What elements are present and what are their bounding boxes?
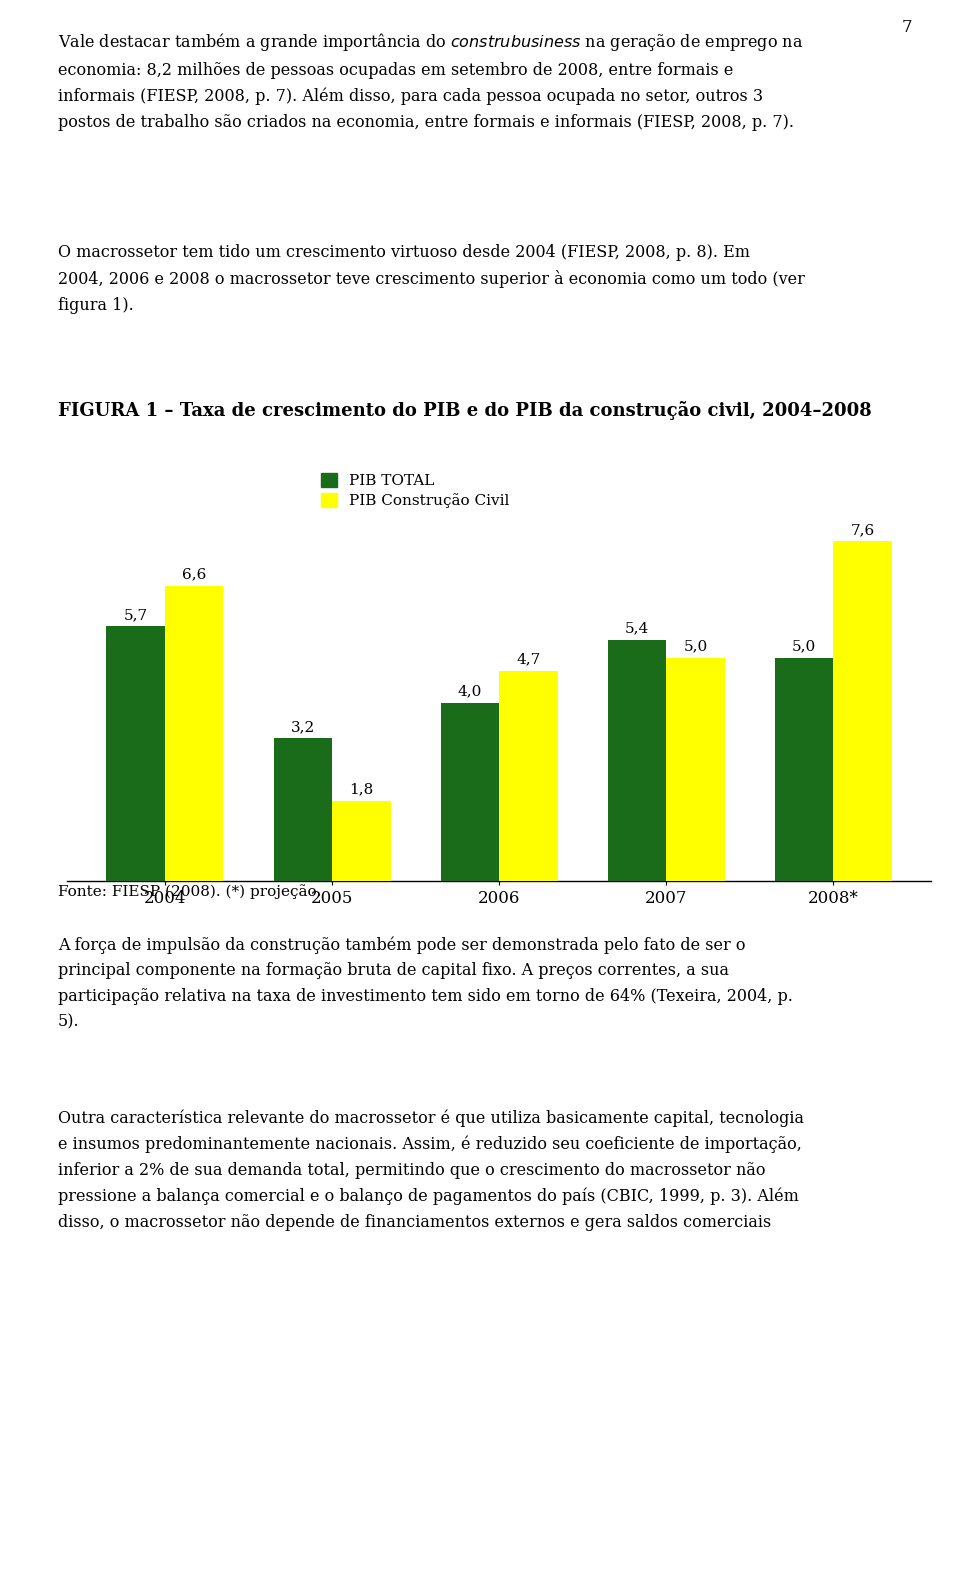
Text: 4,7: 4,7	[516, 653, 540, 667]
Bar	[274, 738, 332, 881]
Text: Outra característica relevante do macrossetor é que utiliza basicamente capital,: Outra característica relevante do macros…	[58, 1110, 804, 1231]
Text: O macrossetor tem tido um crescimento virtuoso desde 2004 (FIESP, 2008, p. 8). E: O macrossetor tem tido um crescimento vi…	[58, 244, 804, 313]
Text: 7: 7	[901, 19, 912, 36]
Text: 6,6: 6,6	[182, 568, 206, 582]
Bar	[833, 541, 892, 881]
Text: 3,2: 3,2	[291, 719, 315, 733]
Text: Fonte: FIESP (2008). (*) projeção.: Fonte: FIESP (2008). (*) projeção.	[58, 885, 321, 899]
Bar	[775, 658, 833, 881]
Text: 5,0: 5,0	[792, 639, 816, 653]
Legend: PIB TOTAL, PIB Construção Civil: PIB TOTAL, PIB Construção Civil	[317, 469, 514, 513]
Bar	[499, 671, 558, 881]
Text: Vale destacar também a grande importância do $\mathit{construbusiness}$ na geraç: Vale destacar também a grande importânci…	[58, 31, 803, 131]
Text: 4,0: 4,0	[458, 685, 482, 697]
Text: 5,7: 5,7	[124, 608, 148, 622]
Text: 1,8: 1,8	[349, 782, 373, 796]
Bar	[608, 641, 666, 881]
Bar	[332, 801, 391, 881]
Bar	[666, 658, 725, 881]
Text: 5,0: 5,0	[684, 639, 708, 653]
Text: 5,4: 5,4	[625, 622, 649, 636]
Text: A força de impulsão da construção também pode ser demonstrada pelo fato de ser o: A força de impulsão da construção também…	[58, 937, 792, 1031]
Bar	[107, 626, 165, 881]
Text: 7,6: 7,6	[851, 523, 875, 537]
Bar	[165, 586, 224, 881]
Text: FIGURA 1 – Taxa de crescimento do PIB e do PIB da construção civil, 2004–2008: FIGURA 1 – Taxa de crescimento do PIB e …	[58, 401, 872, 420]
Bar	[441, 702, 499, 881]
